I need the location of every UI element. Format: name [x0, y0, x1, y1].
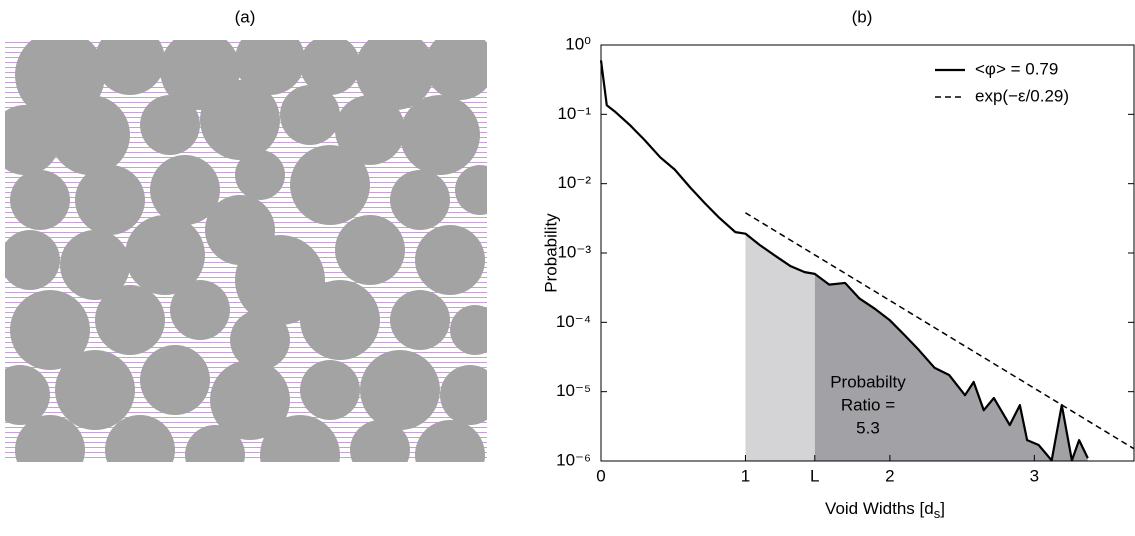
disc: [335, 215, 405, 285]
disc: [450, 305, 487, 355]
series-line: [599, 60, 1089, 462]
x-label-part: ]: [940, 499, 945, 518]
disc: [390, 290, 450, 350]
disc: [210, 360, 290, 440]
disc: [350, 420, 410, 462]
disc: [290, 145, 370, 225]
disc: [150, 155, 220, 225]
y-tick-label: 10⁻⁴: [556, 312, 591, 331]
x-tick-label: L: [810, 466, 819, 485]
disc: [200, 80, 280, 160]
disc: [105, 415, 175, 462]
disc: [95, 285, 165, 355]
y-tick-label: 10⁻⁶: [556, 450, 591, 469]
x-axis-label: Void Widths [ds]: [825, 499, 945, 521]
disc: [360, 350, 440, 430]
y-axis-label: Probability: [541, 213, 560, 293]
disc: [235, 235, 325, 325]
x-tick-label: 1: [741, 466, 750, 485]
x-tick-label: 3: [1030, 466, 1039, 485]
disc: [415, 420, 485, 462]
disc: [300, 280, 380, 360]
disc: [75, 165, 145, 235]
disc: [230, 310, 290, 370]
x-label-part: Void Widths [d: [825, 499, 934, 518]
annotation: Ratio =: [841, 395, 895, 414]
disc: [185, 425, 245, 462]
plot-frame: [600, 44, 1135, 462]
disc: [10, 290, 90, 370]
y-tick-label: 10⁰: [565, 34, 591, 53]
disc: [50, 95, 130, 175]
disc-packing-image: [5, 40, 487, 462]
legend-label: <φ> = 0.79: [975, 59, 1058, 78]
annotation: Probabilty: [830, 372, 906, 391]
series-line: [745, 212, 1135, 450]
disc: [95, 40, 165, 95]
disc: [260, 415, 340, 462]
disc: [280, 85, 340, 145]
y-tick-label: 10⁻⁵: [556, 381, 591, 400]
disc: [355, 40, 435, 110]
y-tick-label: 10⁻²: [557, 173, 591, 192]
disc: [55, 350, 135, 430]
disc: [390, 170, 450, 230]
panel-title: (a): [235, 7, 256, 26]
disc: [300, 360, 360, 420]
disc: [335, 95, 405, 165]
panel-title: (b): [852, 7, 873, 26]
disc: [140, 345, 210, 415]
disc: [15, 415, 85, 462]
disc: [440, 365, 487, 425]
disc: [5, 365, 50, 425]
disc: [60, 230, 130, 300]
disc: [10, 170, 70, 230]
annotation: 5.3: [856, 418, 880, 437]
x-tick-label: 0: [596, 466, 605, 485]
disc: [425, 40, 487, 100]
disc: [455, 165, 487, 215]
disc: [400, 95, 480, 175]
y-tick-label: 10⁻³: [557, 242, 591, 261]
disc: [300, 40, 360, 95]
x-tick-label: 2: [885, 466, 894, 485]
plot: 10⁰ 10⁻¹ 10⁻² 10⁻³ 10⁻⁴ 10⁻⁵ 10⁻⁶ 0 1 L 2 3 <φ> = 0.…: [556, 34, 1135, 485]
legend-label: exp(−ε/0.29): [975, 86, 1069, 105]
disc: [235, 150, 285, 200]
disc: [415, 225, 485, 295]
disc: [235, 40, 305, 95]
disc: [5, 230, 60, 290]
disc: [170, 280, 230, 340]
disc: [5, 105, 60, 175]
disc: [125, 215, 205, 295]
disc: [140, 95, 200, 155]
shaded-area: [814, 273, 1088, 461]
shaded-area: [745, 233, 815, 461]
y-tick-label: 10⁻¹: [557, 104, 591, 123]
x-label-part: s: [934, 506, 941, 521]
